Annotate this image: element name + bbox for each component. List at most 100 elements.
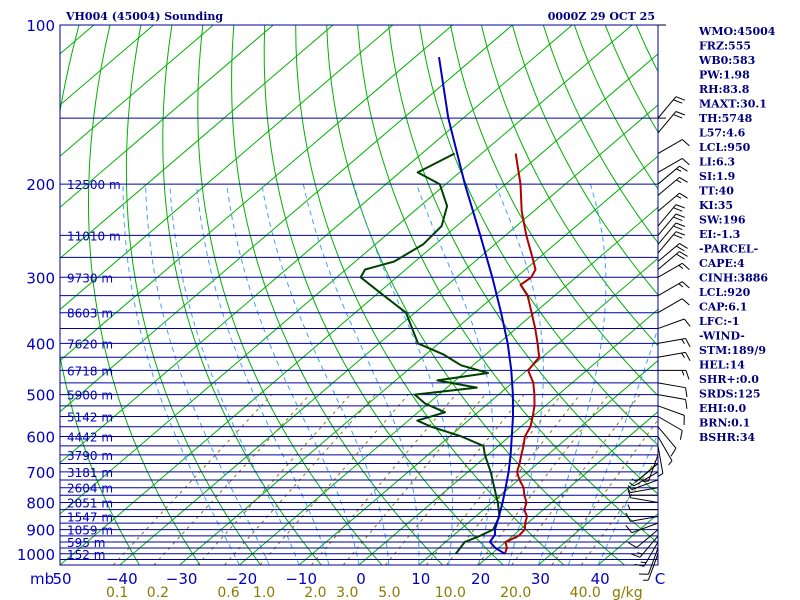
wind-barb [657,351,691,362]
wind-barb [657,111,686,134]
mixing-ratio-label: 0.2 [147,585,169,600]
wind-barbs [625,96,691,581]
height-label: 5900 m [67,389,113,403]
index-item: TH:5748 [699,112,753,125]
wind-barb [657,262,690,278]
isotherm [478,411,658,565]
dry-adiabat [511,25,658,296]
mixing-ratio-label: 20.0 [500,585,531,600]
mixing-ratio-label: 2.0 [304,585,326,600]
index-item: LI:6.3 [699,156,735,169]
index-item: HEL:14 [699,359,745,372]
moist-adiabat [261,184,390,565]
mixing-ratio-label: 40.0 [570,585,601,600]
dry-adiabat [480,25,658,347]
temperature-tick-label: 10 [411,570,430,588]
index-item: CAPE:4 [699,257,745,270]
height-label: 11010 m [67,229,121,243]
isotherm [119,104,658,565]
height-label: 12500 m [67,178,121,192]
dry-adiabat [295,25,565,565]
dry-adiabat [125,25,262,565]
wind-barb [629,471,659,487]
pressure-tick-label: 200 [26,176,55,194]
pressure-tick-label: 500 [26,387,55,405]
index-item: SRDS:125 [699,388,761,401]
mixing-ratio-line [425,394,562,565]
height-label: 2604 m [67,482,113,496]
wind-barb [657,436,673,466]
wind-barb [627,490,658,496]
index-item: CAP:6.1 [699,301,747,314]
pressure-tick-label: 700 [26,464,55,482]
index-item: CINH:3886 [699,272,768,285]
index-item: EI:-1.3 [699,228,740,241]
mixing-ratio-label: 0.1 [106,585,128,600]
height-label: 6718 m [67,364,113,378]
height-label: 4442 m [67,430,113,444]
index-item: BRN:0.1 [699,417,750,430]
wind-barb [657,213,686,236]
moist-adiabat [353,184,454,565]
moist-adiabat [495,184,544,565]
isotherm [0,25,34,565]
temperature-tick-label: 0 [356,570,366,588]
wind-barb [657,405,685,425]
wind-barb [657,298,690,314]
plot-frame [59,24,659,566]
index-item: BSHR:34 [699,431,755,444]
sounding-title: VH004 (45004) Sounding [65,10,223,23]
index-item: WB0:583 [698,54,755,67]
wind-barb [634,541,659,567]
wind-barb [657,338,691,348]
mixing-ratio-unit: g/kg [612,585,643,600]
profiles [359,56,541,555]
temperature-tick-label: −20 [226,570,258,588]
height-label: 5142 m [67,411,113,425]
mixing-ratio-label: 1.0 [253,585,275,600]
mixing-ratio-line [385,394,525,565]
index-item: LCL:920 [699,286,751,299]
wind-barb [657,281,690,297]
wind-barb [657,157,690,173]
height-label: 8603 m [67,307,113,321]
mixing-ratio-label: 0.6 [217,585,239,600]
index-item: SW:196 [699,214,746,227]
wind-barb [658,369,690,380]
moist-adiabat [302,184,420,565]
index-item: SHR+:0.0 [699,373,759,386]
wind-barb [657,139,690,154]
pressure-tick-label: 400 [26,335,55,353]
moist-adiabat [122,184,240,565]
height-label: 9730 m [67,271,113,285]
mixing-ratio-label: 5.0 [378,585,400,600]
wind-barb [657,165,688,185]
wind-barb [657,318,691,330]
pressure-tick-label: 900 [26,522,55,540]
wind-barb [657,382,688,398]
temperature-tick-label: C [655,570,665,588]
height-label: 1547 m [67,510,113,524]
index-item: LCL:950 [699,141,751,154]
dry-adiabat [326,25,625,565]
pressure-tick-label: 100 [26,17,55,35]
pressure-unit: mb [30,570,54,588]
wind-barb [657,394,688,409]
dry-adiabat [450,25,658,397]
mixing-ratio-label: 3.0 [336,585,358,600]
temperature-tick-label: 50 [52,570,71,588]
index-item: EHI:0.0 [699,402,746,415]
wind-barb [657,192,688,212]
wind-barb [657,204,686,227]
isotherm [60,25,633,515]
isotherm [358,308,658,565]
height-label: 7620 m [67,337,113,351]
moist-adiabat [537,184,607,565]
temperature-tick-label: 20 [471,570,490,588]
isotherm [179,155,658,565]
mixing-ratio-label: 10.0 [435,585,466,600]
wind-barb [657,243,688,262]
index-item: PW:1.98 [699,69,750,82]
background-lines [0,25,658,565]
